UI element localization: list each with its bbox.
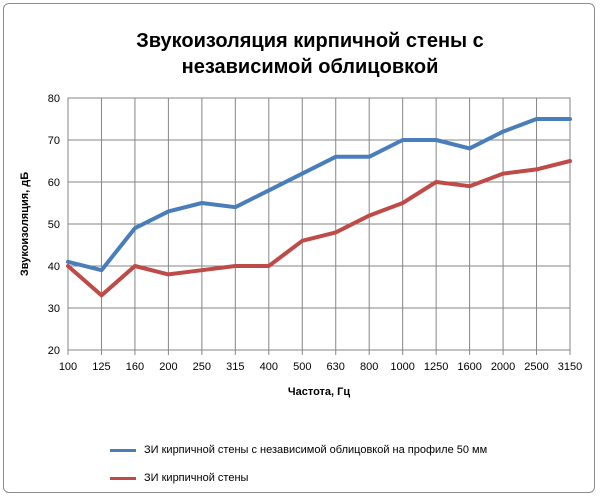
x-tick-label: 1250 [424, 361, 448, 373]
x-tick-label: 500 [293, 361, 311, 373]
y-tick-label: 20 [48, 345, 60, 357]
legend-label-series-1: ЗИ кирпичной стены с независимой облицов… [144, 444, 488, 456]
y-tick-label: 70 [48, 135, 60, 147]
x-tick-label: 3150 [558, 361, 582, 373]
series-line-1 [66, 117, 572, 273]
x-tick-label: 1600 [457, 361, 481, 373]
legend: ЗИ кирпичной стены с независимой облицов… [110, 442, 487, 498]
grid-lines [67, 98, 571, 355]
x-axis-label: Частота, Гц [288, 386, 351, 398]
y-tick-label: 80 [48, 93, 60, 105]
x-tick-label: 200 [159, 361, 177, 373]
chart-title-line-1: Звукоизоляция кирпичной стены с [136, 30, 484, 52]
y-tick-label: 60 [48, 177, 60, 189]
x-tick-label: 160 [126, 361, 144, 373]
x-tick-label: 800 [360, 361, 378, 373]
x-tick-label: 400 [260, 361, 278, 373]
x-tick-label: 125 [92, 361, 110, 373]
chart-title-line-2: независимой облицовкой [181, 56, 439, 78]
x-tick-label: 2500 [524, 361, 548, 373]
series-line-2 [66, 159, 572, 298]
x-tick-label: 315 [226, 361, 244, 373]
x-tick-label: 2000 [491, 361, 515, 373]
chart-title: Звукоизоляция кирпичной стены с независи… [60, 28, 560, 80]
y-tick-label: 30 [48, 303, 60, 315]
y-tick-label: 50 [48, 219, 60, 231]
legend-swatch-series-2 [110, 476, 136, 480]
x-tick-label: 1000 [390, 361, 414, 373]
legend-swatch-series-1 [110, 448, 136, 452]
legend-label-series-2: ЗИ кирпичной стены [144, 472, 249, 484]
legend-item-series-1: ЗИ кирпичной стены с независимой облицов… [110, 442, 487, 458]
series-lines [66, 117, 572, 298]
y-tick-labels: 20 30 40 50 60 70 80 [48, 93, 60, 357]
legend-item-series-2: ЗИ кирпичной стены [110, 470, 487, 486]
x-tick-label: 630 [327, 361, 345, 373]
y-tick-label: 40 [48, 261, 60, 273]
y-axis-label: Звукоизоляция, дБ [19, 172, 31, 276]
x-tick-labels: 100 125 160 200 250 315 400 500 630 800 1000 1250 16… [59, 361, 582, 373]
x-tick-label: 100 [59, 361, 77, 373]
x-tick-label: 250 [193, 361, 211, 373]
